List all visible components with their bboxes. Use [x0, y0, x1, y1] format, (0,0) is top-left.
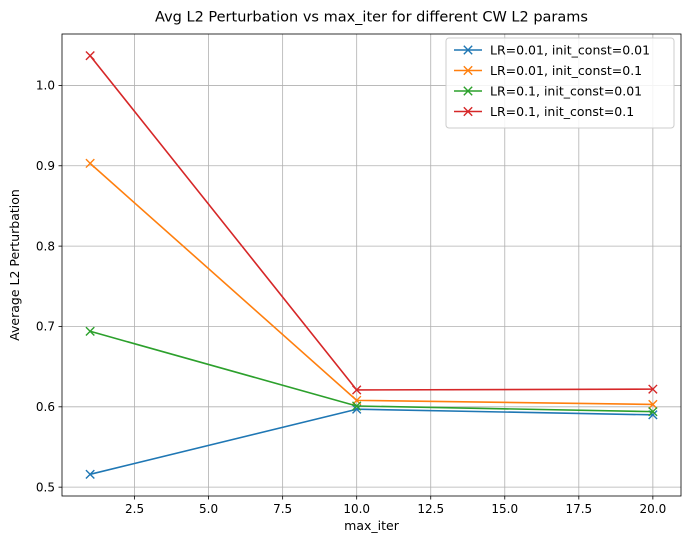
legend-marker: [463, 65, 473, 76]
x-tick-label: 17.5: [565, 502, 592, 516]
y-tick-label: 0.8: [36, 239, 55, 253]
series-group: [85, 50, 658, 480]
legend-marker: [463, 45, 473, 55]
data-point-marker: [648, 406, 658, 417]
series-4: [85, 50, 658, 395]
data-point-marker: [648, 384, 658, 394]
x-tick-label: 2.5: [125, 502, 144, 516]
y-tick-label: 1.0: [36, 79, 55, 93]
legend-marker: [463, 106, 473, 117]
legend-label: LR=0.1, init_const=0.01: [490, 84, 642, 99]
data-point-marker: [85, 50, 95, 61]
series-3: [85, 326, 658, 417]
x-tick-label: 20.0: [640, 502, 667, 516]
y-tick-label: 0.5: [36, 480, 55, 494]
legend-label: LR=0.1, init_const=0.1: [490, 104, 634, 119]
legend-label: LR=0.01, init_const=0.1: [490, 63, 642, 78]
y-tick-label: 0.9: [36, 159, 55, 173]
x-axis-label: max_iter: [344, 518, 400, 533]
data-point-marker: [85, 326, 95, 336]
series-2: [85, 158, 658, 410]
data-point-marker: [351, 385, 362, 395]
data-point-marker: [351, 401, 362, 411]
legend-item: LR=0.01, init_const=0.1: [454, 63, 642, 78]
legend: LR=0.01, init_const=0.01 LR=0.01, init_co…: [445, 37, 675, 129]
x-tick-label: 15.0: [491, 502, 518, 516]
y-tick-label: 0.6: [36, 400, 55, 414]
x-tick-label: 12.5: [417, 502, 444, 516]
legend-item: LR=0.1, init_const=0.01: [454, 84, 642, 99]
x-tick-label: 7.5: [273, 502, 292, 516]
y-axis-label: Average L2 Perturbation: [7, 189, 22, 341]
x-tick-label: 10.0: [343, 502, 370, 516]
series-1: [85, 404, 658, 480]
legend-box: [445, 37, 675, 129]
data-point-marker: [85, 158, 95, 169]
legend-marker: [463, 86, 473, 96]
x-tick-label: 5.0: [199, 502, 218, 516]
legend-item: LR=0.01, init_const=0.01: [454, 43, 650, 58]
legend-item: LR=0.1, init_const=0.1: [454, 104, 634, 119]
chart-title: Avg L2 Perturbation vs max_iter for diff…: [155, 10, 588, 26]
data-point-marker: [648, 399, 658, 410]
legend-label: LR=0.01, init_const=0.01: [490, 43, 650, 58]
plot-frame: [61, 33, 682, 497]
data-point-marker: [85, 469, 95, 480]
axis-ticks: 2.5 5.0 7.5 10.0 12.5 15.0 17.5 20.0 0.5 0.6 0.7 0.…: [36, 79, 666, 516]
y-tick-label: 0.7: [36, 320, 55, 334]
